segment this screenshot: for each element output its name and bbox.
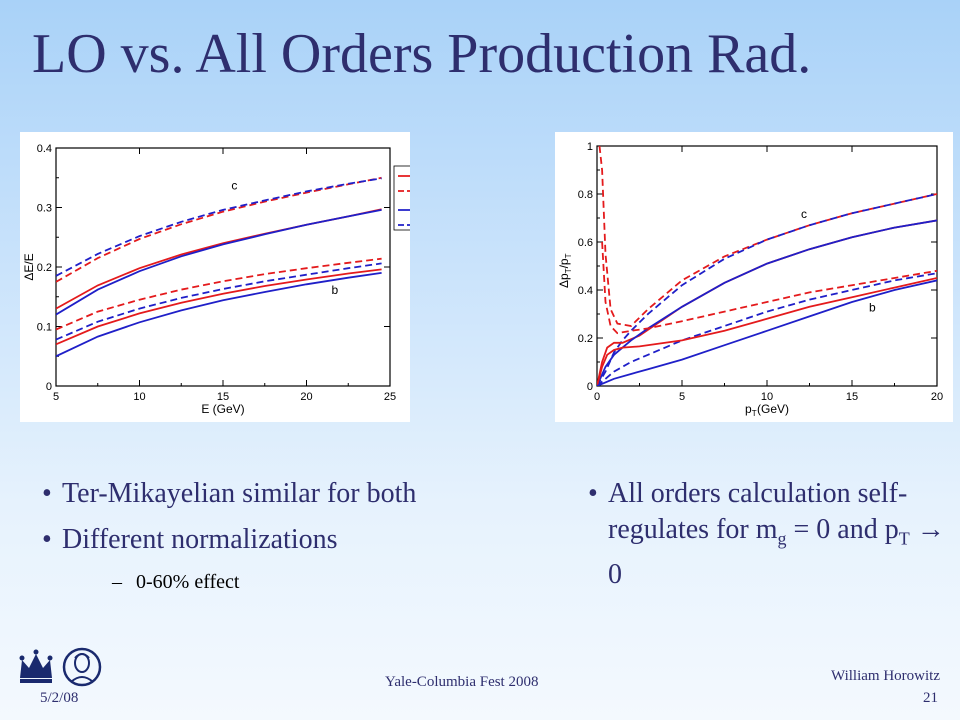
footer-author: William Horowitz xyxy=(831,668,940,684)
x-tick-label: 15 xyxy=(846,391,858,403)
y-tick-label: 0.6 xyxy=(578,237,593,249)
crown-logo-icon xyxy=(19,649,53,683)
y-tick-label: 0.8 xyxy=(578,189,593,201)
y-tick-label: 1 xyxy=(587,141,593,153)
subscript-g: g xyxy=(777,528,787,549)
y-tick-label: 0.4 xyxy=(37,143,52,155)
x-axis-label: E (GeV) xyxy=(201,402,244,416)
portrait-logo-icon xyxy=(62,647,102,687)
right-bullets: • All orders calculation self-regulates … xyxy=(588,476,948,593)
curve-label: c xyxy=(801,207,807,221)
bullet-normalizations: • Different normalizations xyxy=(42,522,422,558)
plot-frame xyxy=(55,147,391,387)
series-b-red-solid xyxy=(56,268,382,346)
y-tick-label: 0.2 xyxy=(37,262,52,274)
x-tick-label: 10 xyxy=(761,391,773,403)
series-c-blue-solid xyxy=(597,219,937,386)
curve-label: b xyxy=(869,301,876,315)
series-b-blue-dashed xyxy=(56,262,382,341)
series-b-red-solid xyxy=(597,277,937,386)
subscript-t: T xyxy=(898,528,910,549)
bullet-text: Ter-Mikayelian similar for both xyxy=(62,478,417,509)
bullet-text: All orders calculation self-regulates fo… xyxy=(608,476,948,593)
x-tick-label: 5 xyxy=(679,391,685,403)
chart-right-svg: 0 5 10 15 20 0 0.2 0.4 0.6 0.8 1 pT (GeV) ΔpT/pT c b xyxy=(557,141,943,418)
y-tick-label: 0.3 xyxy=(37,203,52,215)
x-axis-label-unit: (GeV) xyxy=(757,402,789,416)
bullet-text-pre: All orders calculation self-regulates fo… xyxy=(608,478,908,545)
y-tick-label: 0.4 xyxy=(578,285,593,297)
y-tick-label: 0.1 xyxy=(37,322,52,334)
x-tick-label: 20 xyxy=(300,391,312,403)
x-tick-label: 25 xyxy=(384,391,396,403)
sub-bullet-text: 0-60% effect xyxy=(136,571,240,593)
series-c-blue-dashed xyxy=(597,193,937,386)
y-tick-label: 0 xyxy=(587,381,593,393)
y-axis-label: ΔpT/pT xyxy=(557,253,573,288)
curve-label: c xyxy=(231,179,237,193)
bullet-text: Different normalizations xyxy=(62,524,338,555)
series-b-blue-solid xyxy=(56,272,382,358)
chart-right: 0 5 10 15 20 0 0.2 0.4 0.6 0.8 1 pT (GeV) ΔpT/pT c b xyxy=(555,132,953,422)
x-axis-label-symbol: pT xyxy=(745,402,757,418)
bullet-self-regulates: • All orders calculation self-regulates … xyxy=(588,476,948,593)
x-tick-label: 15 xyxy=(217,391,229,403)
series-b-red-dashed xyxy=(56,257,382,331)
y-tick-label: 0 xyxy=(46,381,52,393)
y-axis-label: ΔE/E xyxy=(22,253,36,280)
bullet-text-mid: = 0 and p xyxy=(786,514,899,545)
series-c-blue-dashed xyxy=(56,177,382,277)
footer-page: 21 xyxy=(923,690,938,706)
bullet-text-post: → 0 xyxy=(608,514,945,590)
slide-title: LO vs. All Orders Production Rad. xyxy=(32,23,812,85)
x-tick-label: 0 xyxy=(594,391,600,403)
series-b-blue-dashed xyxy=(597,272,937,386)
y-tick-label: 0.2 xyxy=(578,333,593,345)
series-c-blue-solid xyxy=(56,209,382,316)
series-b-blue-solid xyxy=(597,279,937,386)
plot-frame xyxy=(596,145,938,387)
series-b-red-dashed xyxy=(601,241,937,335)
series-c-red-dashed xyxy=(56,176,382,283)
sub-bullet-effect: –0-60% effect xyxy=(112,564,422,600)
x-tick-label: 20 xyxy=(931,391,943,403)
x-tick-label: 5 xyxy=(53,391,59,403)
series-c-red-solid xyxy=(597,219,937,386)
dash-marker: – xyxy=(112,571,122,593)
bullet-ter-mikayelian: • Ter-Mikayelian similar for both xyxy=(42,476,422,512)
footer-date: 5/2/08 xyxy=(40,690,79,706)
curve-label: b xyxy=(332,283,339,297)
left-bullets: • Ter-Mikayelian similar for both • Differ… xyxy=(42,476,422,600)
footer-event: Yale-Columbia Fest 2008 xyxy=(385,674,539,690)
series-c-red-dashed xyxy=(598,146,937,327)
x-tick-label: 10 xyxy=(133,391,145,403)
y-axis-label-text: ΔpT/pT xyxy=(557,253,573,288)
